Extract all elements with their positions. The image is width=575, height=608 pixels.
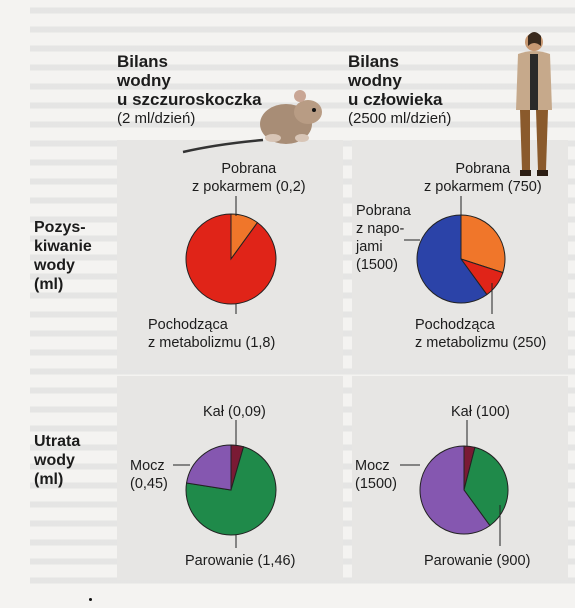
pie-slice-human-intake-2	[416, 214, 488, 304]
label-gerbil-urine: Mocz (0,45)	[130, 458, 168, 492]
row-label-intake: Pozys- kiwanie wody (ml)	[34, 219, 92, 293]
gerbil-illustration	[182, 90, 322, 154]
gerbil-column-header: Bilans wodny u szczuroskoczka (2 ml/dzie…	[117, 52, 262, 128]
human-title: Bilans wodny u człowieka	[348, 52, 443, 109]
label-human-feces: Kał (100)	[451, 404, 510, 420]
pie-slice-gerbil-loss-2	[185, 444, 232, 491]
gerbil-title: Bilans wodny u szczuroskoczka	[117, 52, 262, 109]
label-gerbil-metabolism: Pochodząca z metabolizmu (1,8)	[148, 317, 276, 351]
label-gerbil-evaporation: Parowanie (1,46)	[185, 553, 296, 569]
pie-slice-human-loss-2	[419, 445, 491, 535]
label-human-drink: Pobrana z napo- jami (1500)	[356, 203, 411, 273]
row-label-loss: Utrata wody (ml)	[34, 433, 81, 488]
label-human-urine: Mocz (1500)	[355, 458, 397, 492]
pie-slice-gerbil-loss-1	[185, 446, 277, 536]
human-subtitle: (2500 ml/dzień)	[348, 110, 452, 127]
human-column-header: Bilans wodny u człowieka (2500 ml/dzień)	[348, 52, 451, 128]
pie-slice-human-loss-1	[463, 446, 509, 527]
label-human-food: Pobrana z pokarmem (750)	[424, 161, 542, 195]
pie-slice-human-intake-0	[460, 214, 506, 274]
gerbil-subtitle: (2 ml/dzień)	[117, 110, 196, 127]
label-gerbil-food: Pobrana z pokarmem (0,2)	[192, 161, 306, 195]
page-dot	[89, 598, 92, 601]
label-human-metabolism: Pochodząca z metabolizmu (250)	[415, 317, 547, 351]
pie-slice-gerbil-intake-1	[185, 213, 277, 305]
human-illustration	[516, 32, 552, 176]
label-gerbil-feces: Kał (0,09)	[203, 404, 266, 420]
label-human-evaporation: Parowanie (900)	[424, 553, 531, 569]
